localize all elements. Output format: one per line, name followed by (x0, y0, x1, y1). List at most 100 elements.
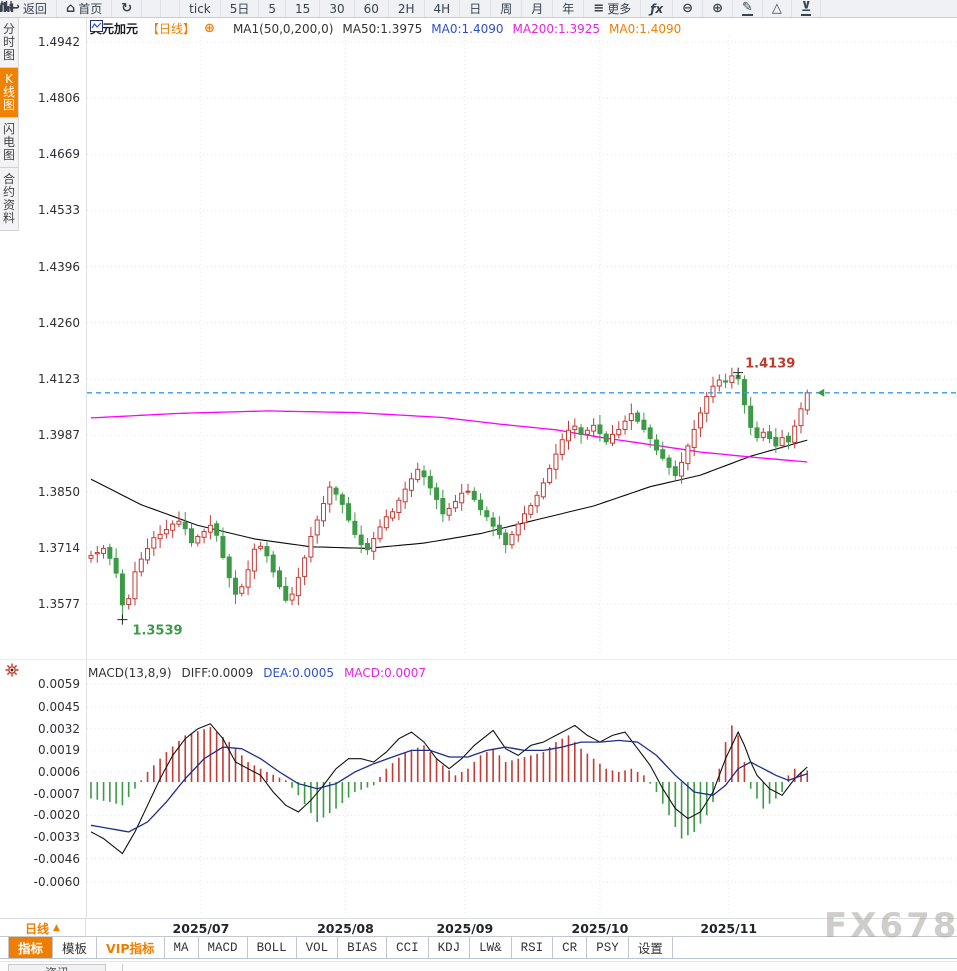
indicator-gear-icon[interactable] (4, 662, 20, 678)
fx-button[interactable]: ƒx (641, 0, 674, 17)
news-tab-clipped[interactable]: 资讯 (8, 964, 106, 971)
period-year-label: 年 (562, 2, 575, 16)
indicator-tab-CR[interactable]: CR (553, 937, 588, 958)
indicator-tab-指标[interactable]: 指标 (8, 937, 54, 958)
tick-button[interactable]: tick (180, 0, 221, 17)
period-30-button[interactable]: 30 (320, 0, 355, 17)
x-axis-row: 日线 ▲ 2025/07 2025/08 2025/09 2025/10 2025/11 (0, 918, 957, 937)
y-axis-label: 0.0006 (38, 765, 80, 780)
y-axis-label: 1.4806 (38, 90, 80, 105)
y-axis-label: 1.3714 (38, 540, 80, 555)
macd-diff-value: DIFF:0.0009 (181, 666, 254, 680)
indicator-tab-设置[interactable]: 设置 (629, 937, 673, 958)
period-year-button[interactable]: 年 (553, 0, 585, 17)
period-badge: 【日线】 (147, 22, 196, 36)
annotations-layer: 1.4139 1.3539 (117, 357, 795, 639)
sidebar-item-闪电图[interactable]: 闪电图 (0, 118, 18, 168)
draw-button[interactable]: ✎ (733, 0, 763, 17)
home-icon: ⌂ (65, 1, 76, 16)
x-axis-month-label: 2025/10 (571, 921, 629, 936)
indicator-tab-KDJ[interactable]: KDJ (429, 937, 471, 958)
ma50-value: MA50:1.3975 (342, 21, 423, 36)
x-axis-month-label: 2025/09 (436, 921, 494, 936)
sidebar-item-分时图[interactable]: 分时图 (0, 18, 18, 68)
bar-chart-icon (0, 2, 14, 12)
period-week-button[interactable]: 周 (491, 0, 523, 17)
indicator-tab-RSI[interactable]: RSI (512, 937, 554, 958)
more-label: 更多 (607, 2, 632, 16)
period-2h-button[interactable]: 2H (389, 0, 425, 17)
indicator-tab-MACD[interactable]: MACD (199, 937, 248, 958)
period-5d-button[interactable]: 5日 (221, 0, 260, 17)
y-axis-label: 1.4396 (38, 259, 80, 274)
indicator-tab-BIAS[interactable]: BIAS (338, 937, 388, 958)
indicator-tab-LW&[interactable]: LW& (470, 937, 512, 958)
back-button[interactable]: ↩ 返回 (0, 0, 57, 17)
period-day-label: 日 (469, 2, 482, 16)
candles-layer (88, 367, 810, 620)
period-day-button[interactable]: 日 (460, 0, 492, 17)
y-axis-label: -0.0020 (33, 808, 80, 823)
tick-label: tick (189, 1, 211, 16)
indicator-tab-MA[interactable]: MA (165, 937, 199, 958)
x-axis-month-label: 2025/07 (172, 921, 230, 936)
clipped-bottom-row: 资讯 (0, 961, 957, 971)
period-5-label: 5 (268, 1, 277, 16)
period-selector-button[interactable]: 日线 ▲ (0, 919, 86, 937)
period-15-button[interactable]: 15 (286, 0, 321, 17)
period-week-label: 周 (500, 2, 513, 16)
sidebar-item-合约资料[interactable]: 合约资料 (0, 168, 18, 231)
back-label: 返回 (22, 2, 47, 16)
indicator-tab-VOL[interactable]: VOL (297, 937, 339, 958)
indicator-tab-PSY[interactable]: PSY (587, 937, 629, 958)
high-price-annotation: 1.4139 (745, 357, 795, 372)
zoom-in-button[interactable]: ⊕ (703, 0, 733, 17)
y-axis-label: -0.0060 (33, 874, 80, 889)
y-axis-label: 1.4260 (38, 315, 80, 330)
indicator-tab-BOLL[interactable]: BOLL (248, 937, 297, 958)
y-axis-label: -0.0007 (33, 786, 80, 801)
period-60-button[interactable]: 60 (355, 0, 389, 17)
shape-triangle-button[interactable]: △ (763, 0, 792, 17)
period-month-button[interactable]: 月 (522, 0, 554, 17)
y-axis-label: 1.3987 (38, 428, 80, 443)
more-button[interactable]: ≡ 更多 (584, 0, 642, 17)
macd-value: MACD:0.0007 (344, 666, 427, 680)
home-label: 首页 (78, 2, 103, 16)
y-axis-label: 1.4942 (38, 35, 80, 49)
shape-triangle-icon: △ (771, 1, 782, 16)
period-4h-button[interactable]: 4H (425, 0, 461, 17)
home-button[interactable]: ⌂ 首页 (57, 0, 113, 17)
x-axis-month-label: 2025/11 (700, 921, 758, 936)
collapse-icon: ⊻ (800, 0, 812, 16)
indicator-tabs-row: 指标 模板 VIP指标 MA MACD BOLL VOL BIAS CCI KDJ LW& RSI CR… (0, 936, 957, 959)
y-axis-label: 1.4123 (38, 372, 80, 387)
zoom-in-icon: ⊕ (712, 1, 723, 16)
macd-dea-value: DEA:0.0005 (263, 666, 335, 680)
more-icon: ≡ (593, 1, 605, 16)
macd-layer (90, 723, 809, 855)
x-axis-month-label: 2025/08 (317, 921, 374, 936)
zoom-out-button[interactable]: ⊖ (673, 0, 704, 17)
period-5-button[interactable]: 5 (259, 0, 287, 17)
moving-averages-layer (90, 410, 808, 549)
add-overlay-icon[interactable]: ⊕ (204, 21, 215, 36)
bar-chart-button[interactable] (0, 0, 162, 17)
indicator-tab-模板[interactable]: 模板 (53, 937, 98, 958)
period-selector-arrow-icon: ▲ (53, 923, 60, 933)
sidebar-item-K线图[interactable]: K线图 (0, 68, 18, 118)
macd-header: MACD(13,8,9) DIFF:0.0009 DEA:0.0005 MACD… (88, 666, 426, 680)
fx-label: ƒx (650, 1, 664, 16)
refresh-button[interactable]: ↻ (112, 0, 143, 17)
y-axis-label: 0.0045 (38, 700, 80, 715)
indicator-sliders-button[interactable] (0, 0, 181, 17)
indicator-tab-CCI[interactable]: CCI (387, 937, 429, 958)
period-4h-label: 4H (433, 1, 451, 16)
zoom-out-icon: ⊖ (682, 1, 694, 16)
period-5d-label: 5日 (229, 2, 250, 16)
collapse-button[interactable]: ⊻ (792, 0, 822, 17)
indicator-tab-VIP指标[interactable]: VIP指标 (97, 937, 165, 958)
divider (122, 964, 123, 971)
